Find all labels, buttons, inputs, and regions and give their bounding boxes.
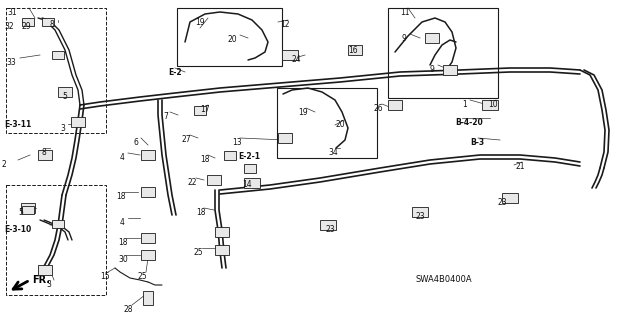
Bar — [388, 8, 498, 98]
Text: 30: 30 — [118, 255, 128, 264]
Bar — [282, 50, 298, 60]
Text: 26: 26 — [374, 104, 383, 113]
Text: 25: 25 — [194, 248, 204, 257]
Bar — [52, 51, 64, 59]
Text: 15: 15 — [100, 272, 109, 281]
Text: 29: 29 — [22, 22, 31, 31]
Bar — [443, 65, 457, 75]
Text: B-4-20: B-4-20 — [455, 118, 483, 127]
Bar — [177, 8, 282, 66]
Text: FR.: FR. — [32, 275, 50, 285]
Bar — [482, 100, 498, 110]
Bar — [224, 151, 236, 160]
Bar — [38, 265, 52, 275]
Bar — [215, 245, 229, 255]
Text: 28: 28 — [124, 305, 134, 314]
Text: 18: 18 — [118, 238, 127, 247]
Bar — [141, 150, 155, 160]
Bar — [6, 8, 106, 133]
Text: 19: 19 — [298, 108, 308, 117]
Text: 27: 27 — [182, 135, 191, 144]
Text: 25: 25 — [138, 272, 148, 281]
Text: E-3-10: E-3-10 — [4, 225, 31, 234]
Text: 23: 23 — [326, 225, 335, 234]
Text: 18: 18 — [196, 208, 205, 217]
Text: 24: 24 — [292, 55, 301, 64]
Text: E-2: E-2 — [168, 68, 182, 77]
Text: 23: 23 — [498, 198, 508, 207]
Bar — [143, 291, 153, 305]
Bar — [22, 206, 34, 214]
Text: 5: 5 — [62, 92, 67, 101]
Text: 22: 22 — [188, 178, 198, 187]
Bar — [71, 117, 85, 127]
Text: 11: 11 — [400, 8, 410, 17]
Bar — [194, 106, 206, 115]
Text: 4: 4 — [120, 218, 125, 227]
Text: 9: 9 — [430, 65, 435, 74]
Bar — [52, 220, 64, 228]
Text: 3: 3 — [60, 124, 65, 133]
Text: 21: 21 — [515, 162, 525, 171]
Text: 19: 19 — [195, 18, 205, 27]
Text: 17: 17 — [200, 105, 210, 114]
Bar — [21, 203, 35, 213]
Text: 16: 16 — [348, 46, 358, 55]
Text: 31: 31 — [7, 8, 17, 17]
Text: 9: 9 — [402, 34, 407, 43]
Text: 2: 2 — [2, 160, 7, 169]
Bar — [277, 88, 377, 158]
Text: 4: 4 — [120, 153, 125, 162]
Text: 18: 18 — [200, 155, 209, 164]
Text: 13: 13 — [232, 138, 242, 147]
Text: 20: 20 — [336, 120, 346, 129]
Text: 34: 34 — [328, 148, 338, 157]
Bar — [38, 150, 52, 160]
Text: 7: 7 — [163, 112, 168, 121]
Text: E-3-11: E-3-11 — [4, 120, 31, 129]
Text: B-3: B-3 — [470, 138, 484, 147]
Text: 5: 5 — [18, 208, 23, 217]
Bar — [348, 45, 362, 55]
Bar — [141, 187, 155, 197]
Bar — [6, 185, 106, 295]
Text: 33: 33 — [6, 58, 16, 67]
Bar — [244, 164, 256, 173]
Text: E-2-1: E-2-1 — [238, 152, 260, 161]
Text: 1: 1 — [462, 100, 467, 109]
Bar — [388, 100, 402, 110]
Bar — [320, 220, 336, 230]
Text: 32: 32 — [4, 22, 13, 31]
Bar — [244, 178, 260, 188]
Bar — [502, 193, 518, 203]
Text: 3: 3 — [46, 280, 51, 289]
Text: 8: 8 — [42, 148, 47, 157]
Bar — [58, 87, 72, 97]
Bar — [215, 227, 229, 237]
Bar — [412, 207, 428, 217]
Bar — [141, 233, 155, 243]
Bar — [425, 33, 439, 43]
Bar — [42, 18, 54, 26]
Bar — [278, 133, 292, 143]
Bar — [141, 250, 155, 260]
Text: 10: 10 — [488, 100, 498, 109]
Text: SWA4B0400A: SWA4B0400A — [415, 275, 472, 284]
Bar — [207, 175, 221, 185]
Text: 14: 14 — [242, 180, 252, 189]
Text: 12: 12 — [280, 20, 289, 29]
Text: 23: 23 — [415, 212, 424, 221]
Text: 20: 20 — [228, 35, 237, 44]
Text: 18: 18 — [116, 192, 125, 201]
Text: 6: 6 — [133, 138, 138, 147]
Bar — [22, 18, 34, 26]
Text: 8: 8 — [50, 20, 55, 29]
